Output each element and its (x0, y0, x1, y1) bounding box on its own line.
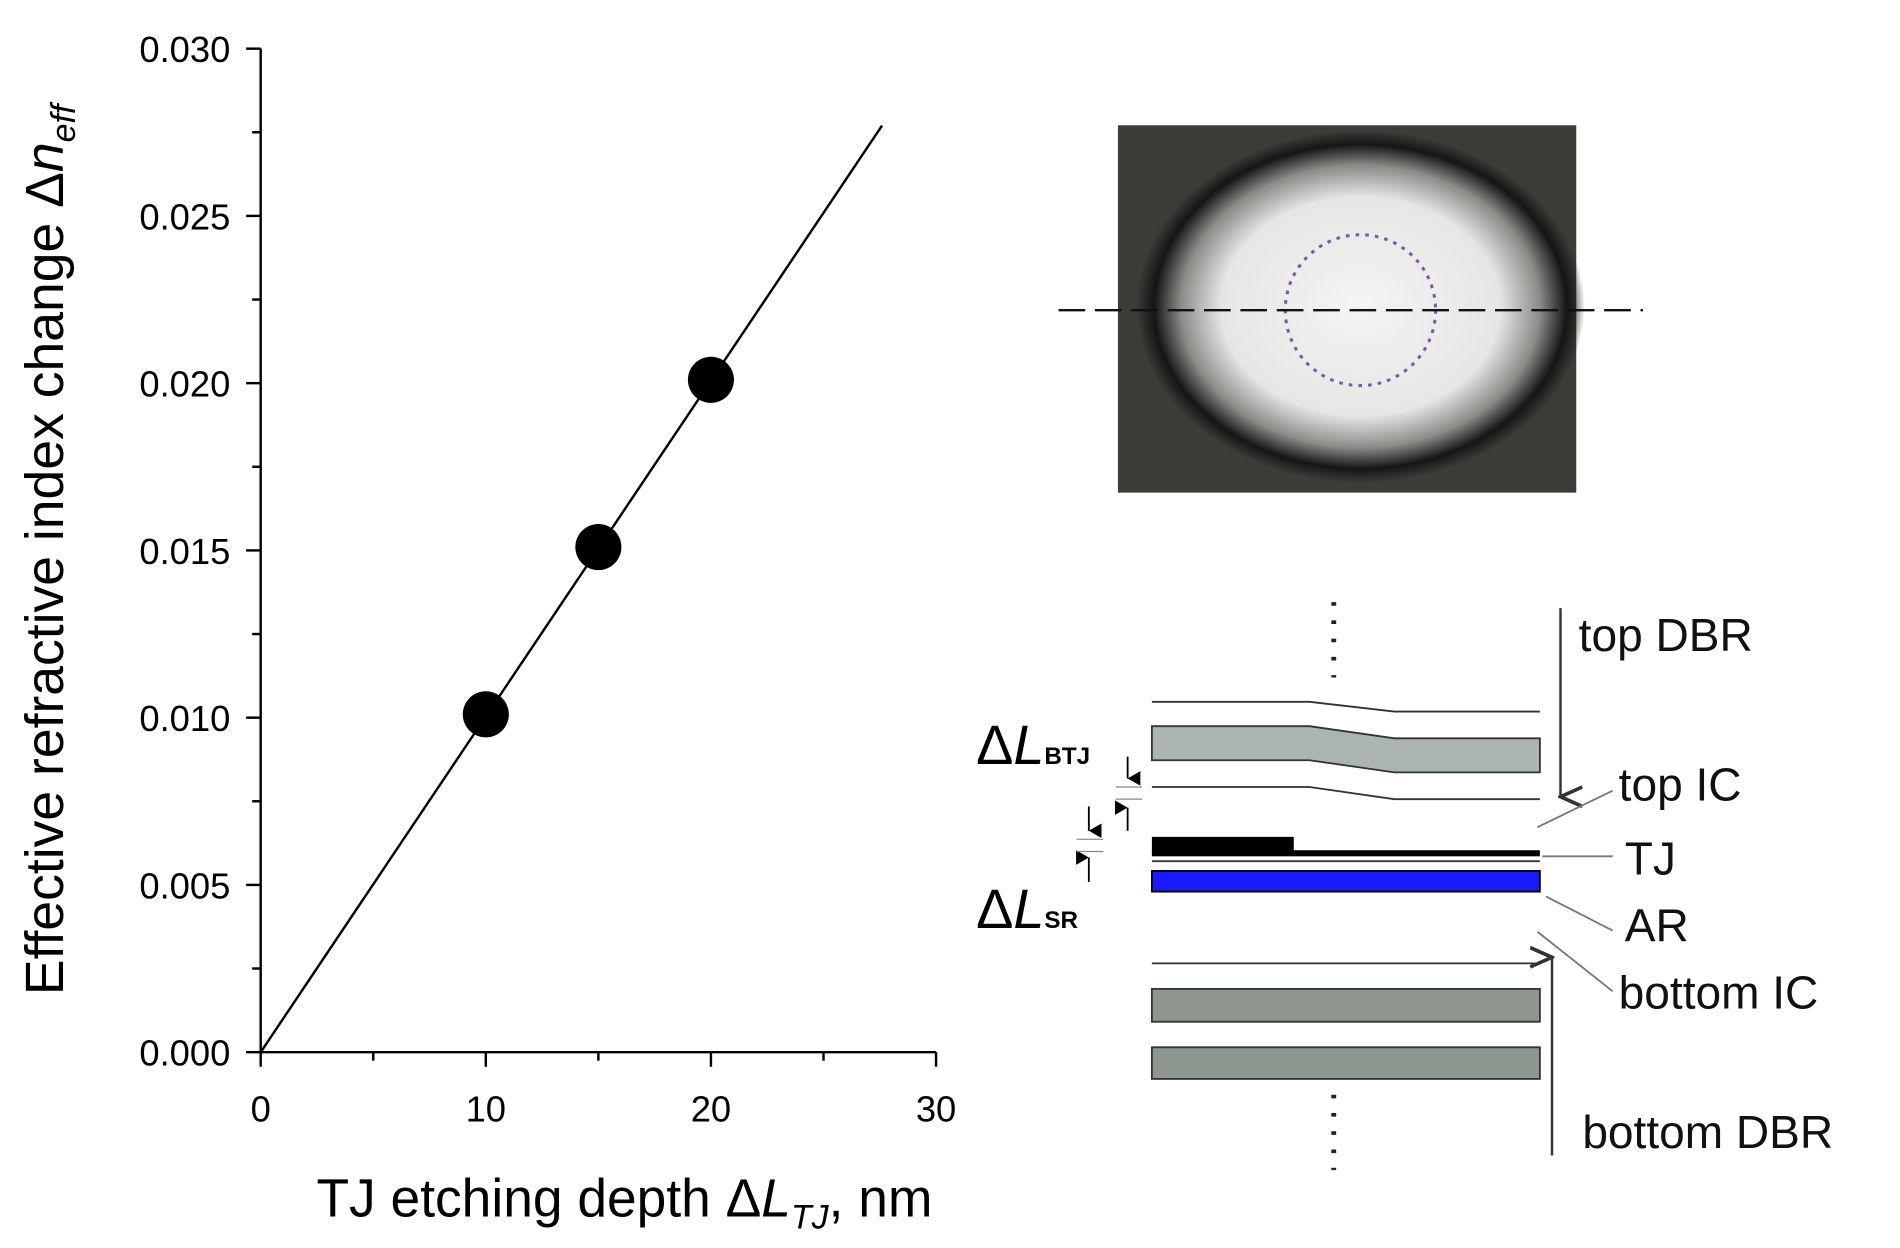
layer-label: bottom IC (1619, 966, 1819, 1018)
data-point (462, 691, 509, 738)
y-tick-label: 0.010 (139, 698, 230, 739)
y-tick-label: 0.015 (139, 531, 230, 572)
x-tick-label: 0 (251, 1088, 271, 1129)
x-tick-label: 10 (466, 1088, 506, 1129)
near-field-image (1058, 125, 1643, 493)
layer-label: top IC (1619, 758, 1742, 810)
x-axis-label: TJ etching depth ΔLTJ, nm (316, 1169, 932, 1236)
data-point (575, 523, 622, 571)
layer-diagram (1076, 602, 1614, 1171)
y-tick-label: 0.020 (139, 363, 230, 404)
layer-label: TJ (1625, 833, 1676, 885)
layer-label: top DBR (1579, 609, 1753, 661)
y-tick-label: 0.005 (139, 865, 230, 906)
delta-sr-label: ΔLSR (976, 877, 1078, 940)
layer-label: bottom DBR (1582, 1106, 1833, 1158)
y-tick-label: 0.030 (139, 29, 230, 70)
y-axis-label: Effective refractive index change Δneff (16, 101, 83, 995)
x-tick-label: 30 (916, 1088, 956, 1129)
layer-label: AR (1625, 899, 1689, 951)
x-tick-label: 20 (691, 1088, 731, 1129)
y-tick-label: 0.000 (139, 1032, 230, 1073)
fit-line (259, 124, 884, 1053)
y-tick-label: 0.025 (139, 196, 230, 237)
diagram-labels: top DBR top IC TJ AR bottom IC bottom DB… (976, 609, 1833, 1159)
data-point (687, 356, 734, 403)
delta-btj-label: ΔLBTJ (976, 713, 1090, 776)
